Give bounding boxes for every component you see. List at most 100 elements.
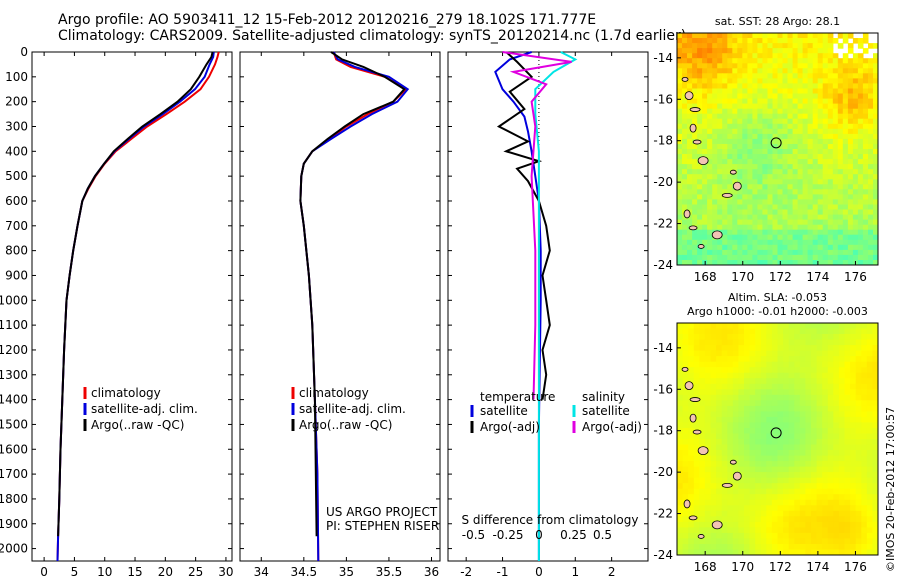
map-cell: [844, 549, 851, 555]
map-cell: [727, 450, 734, 457]
map-cell: [721, 444, 728, 451]
map-cell: [782, 214, 789, 221]
map-cell: [847, 138, 854, 145]
map-cell: [771, 461, 779, 468]
map-cell: [749, 405, 756, 412]
map-cell: [799, 455, 806, 462]
map-cell: [687, 33, 693, 39]
map-cell: [866, 505, 873, 512]
map-cell: [737, 128, 743, 135]
map-cell: [812, 138, 819, 145]
map-cell: [732, 144, 738, 150]
map-cell: [707, 48, 713, 54]
map-cell: [862, 164, 869, 170]
map-cell: [732, 494, 739, 501]
map-cell: [811, 372, 818, 379]
map-cell: [704, 544, 712, 551]
map-cell: [677, 323, 684, 330]
map-cell: [827, 133, 834, 140]
map-cell: [760, 505, 767, 512]
map-cell: [837, 209, 844, 216]
map-cell: [687, 234, 693, 241]
map-cell: [767, 113, 774, 120]
map-cell: [752, 83, 758, 89]
map-cell: [833, 532, 840, 539]
map-cell: [732, 133, 738, 140]
series-line-argo-adj-: [502, 51, 572, 400]
map-cell: [788, 439, 795, 446]
map-cell: [717, 189, 723, 195]
map-cell: [721, 416, 728, 423]
map-cell: [852, 184, 859, 190]
map-cell: [873, 164, 878, 170]
map-cell: [757, 63, 763, 69]
map-cell: [757, 154, 763, 160]
map-cell: [872, 389, 878, 396]
map-cell: [842, 164, 849, 170]
map-cell: [687, 184, 693, 190]
map-cell: [716, 455, 723, 462]
map-cell: [866, 439, 873, 446]
map-cell: [727, 199, 733, 205]
map-cell: [797, 53, 804, 59]
map-cell: [752, 53, 758, 59]
map-cell: [755, 532, 762, 539]
map-cell: [783, 455, 790, 462]
map-cell: [732, 154, 738, 160]
map-cell: [716, 477, 723, 484]
map-cell: [722, 260, 728, 265]
map-cell: [792, 229, 799, 236]
map-cell: [742, 229, 748, 236]
map-cell: [842, 98, 849, 105]
map-cell: [772, 103, 779, 110]
map-cell: [767, 108, 774, 115]
map-cell: [827, 361, 834, 368]
map-cell: [722, 154, 728, 160]
map-cell: [732, 83, 738, 89]
island-shape: [697, 446, 709, 456]
map-cell: [861, 466, 868, 473]
map-cell: [792, 98, 799, 105]
map-cell: [832, 133, 839, 140]
map-cell: [872, 411, 878, 418]
map-cell: [677, 88, 683, 95]
map-cell: [857, 260, 864, 265]
map-cell: [762, 108, 768, 115]
island-shape: [692, 139, 702, 145]
map-cell: [855, 455, 862, 462]
map-cell: [702, 88, 708, 95]
map-cell: [797, 93, 804, 100]
map-cell: [868, 204, 874, 211]
map-cell: [771, 521, 779, 528]
map-cell: [827, 450, 834, 457]
map-cell: [797, 144, 804, 150]
map-cell: [682, 73, 688, 79]
map-cell: [805, 549, 812, 555]
map-cell: [861, 494, 868, 501]
map-cell: [762, 78, 768, 84]
map-cell: [682, 455, 689, 462]
map-cell: [693, 422, 700, 429]
map-cell: [767, 184, 774, 190]
map-cell: [749, 532, 756, 539]
map-cell: [682, 428, 689, 435]
map-cell: [805, 461, 812, 468]
map-cell: [827, 229, 834, 236]
map-cell: [757, 209, 763, 216]
map-cell: [833, 328, 840, 335]
map-cell: [787, 88, 794, 95]
map-cell: [738, 361, 745, 368]
map-cell: [827, 138, 834, 145]
map-cell: [802, 214, 809, 221]
map-cell: [757, 73, 763, 79]
map-cell: [850, 510, 857, 517]
map-cell: [788, 361, 795, 368]
map-cell: [712, 174, 718, 180]
map-cell: [805, 356, 812, 363]
map-cell: [747, 194, 753, 200]
map-cell: [747, 43, 753, 49]
map-cell: [861, 383, 868, 390]
map-cell: [788, 345, 795, 352]
map-cell: [767, 83, 774, 89]
map-cell: [752, 229, 758, 236]
